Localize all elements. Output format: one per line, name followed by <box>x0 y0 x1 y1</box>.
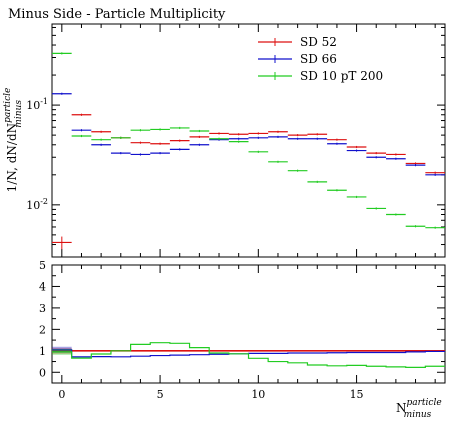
main-y-axis: 10-1 10-2 <box>26 26 445 258</box>
chart-title: Minus Side - Particle Multiplicity <box>8 7 226 22</box>
ratio-tick-label: 5 <box>39 259 46 272</box>
y-axis-label: 1/N, dN/dNparticleminus <box>3 88 24 193</box>
x-axis: 0 5 10 15 <box>58 24 436 401</box>
ratio-tick-label: 3 <box>39 302 46 315</box>
ratio-band <box>52 347 72 354</box>
legend-label: SD 52 <box>300 35 337 49</box>
ratio-tick-label: 2 <box>39 323 46 336</box>
ratio-band <box>52 348 72 355</box>
x-axis-label: Nparticle minus <box>396 398 442 420</box>
main-panel-frame <box>51 23 446 258</box>
ratio-y-axis: 0 1 2 3 4 5 <box>39 259 445 379</box>
x-tick-label: 10 <box>251 388 265 401</box>
ratio-series-group <box>52 342 445 368</box>
main-series-group <box>52 52 445 250</box>
series-0 <box>52 113 445 250</box>
x-tick-label: 5 <box>157 388 164 401</box>
ratio-tick-label: 4 <box>39 280 46 293</box>
series-2 <box>52 52 445 229</box>
ratio-tick-label: 0 <box>39 366 46 379</box>
ratio-panel-frame <box>51 264 446 384</box>
x-tick-label: 15 <box>350 388 364 401</box>
ratio-series-2 <box>52 342 445 368</box>
legend: SD 52 SD 66 SD 10 pT 200 <box>258 35 383 83</box>
legend-label: SD 10 pT 200 <box>300 69 383 83</box>
y-tick-label: 10-2 <box>26 197 48 212</box>
ratio-band <box>52 346 72 353</box>
series-1 <box>52 92 445 176</box>
ratio-line <box>52 342 445 368</box>
ratio-tick-label: 1 <box>39 345 46 358</box>
legend-label: SD 66 <box>300 52 337 66</box>
y-tick-label: 10-1 <box>26 97 48 112</box>
x-tick-label: 0 <box>58 388 65 401</box>
